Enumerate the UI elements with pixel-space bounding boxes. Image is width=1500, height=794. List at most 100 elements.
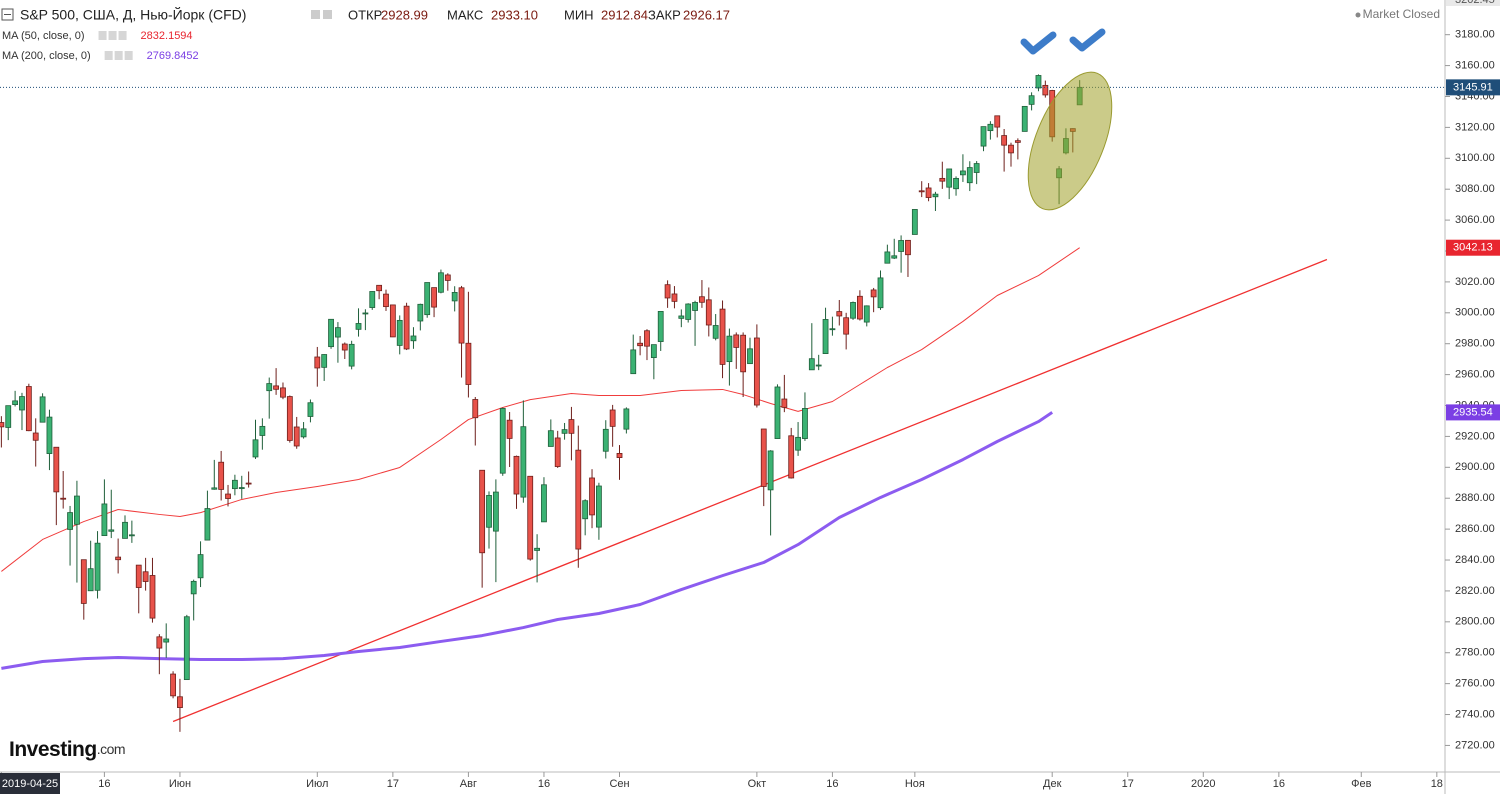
candle-body	[575, 449, 582, 550]
candle-body	[197, 554, 204, 579]
y-tick-label: 3120.00	[1455, 121, 1495, 133]
candle-body	[767, 450, 774, 491]
candle-body	[719, 308, 726, 365]
candle-body	[183, 616, 190, 681]
status-dot	[1355, 12, 1361, 18]
y-tick-label: 2720.00	[1455, 739, 1495, 751]
ma-price-label: 2935.54	[1453, 406, 1493, 418]
x-tick-label: Сен	[609, 778, 629, 790]
candle-body	[554, 437, 561, 467]
candle-body	[966, 167, 973, 184]
candle-body	[369, 291, 376, 308]
candle-body	[492, 491, 499, 532]
candle-body	[774, 386, 781, 439]
candle-body	[410, 335, 417, 342]
candle-body	[1035, 75, 1042, 89]
candle-body	[314, 356, 321, 369]
x-tick-label: 16	[98, 778, 110, 790]
ma-settings-icon	[124, 51, 133, 60]
candle-body	[616, 453, 623, 458]
candle-body	[960, 170, 966, 176]
candle-body	[211, 487, 218, 490]
ohlc-value: 2933.10	[491, 7, 538, 22]
candle-body	[843, 317, 850, 335]
ma-name: MA (50, close, 0)	[2, 30, 85, 42]
candle-body	[637, 342, 644, 347]
candle-body	[705, 299, 712, 326]
candle-body	[987, 123, 994, 132]
candle-body	[300, 428, 307, 438]
candle-body	[245, 482, 252, 485]
candle-body	[218, 461, 225, 490]
candle-body	[94, 542, 101, 591]
candle-body	[499, 408, 506, 474]
candle-body	[561, 429, 568, 434]
settings-icon[interactable]	[311, 10, 320, 19]
candle-body	[60, 497, 67, 500]
candle-body	[506, 419, 513, 439]
candle-body	[898, 240, 905, 252]
candle-body	[747, 348, 753, 365]
candle-body	[32, 432, 39, 441]
candle-body	[403, 305, 410, 350]
x-tick-label: Ноя	[905, 778, 925, 790]
x-tick-label: Окт	[748, 778, 767, 790]
candle-body	[671, 293, 678, 302]
candle-body	[451, 292, 458, 302]
candle-body	[1021, 105, 1028, 132]
candle-body	[142, 571, 149, 582]
y-tick-label: 2820.00	[1455, 585, 1495, 597]
candle-body	[911, 209, 918, 235]
candle-body	[321, 354, 328, 368]
candle-body	[925, 187, 932, 198]
settings-icon[interactable]	[323, 10, 332, 19]
candle-body	[1001, 135, 1008, 146]
candle-body	[541, 484, 547, 523]
candle-body	[115, 556, 122, 561]
highlight-ellipse	[1027, 71, 1113, 211]
y-tick-label: 2920.00	[1455, 430, 1495, 442]
candle-body	[795, 436, 801, 451]
candle-body	[589, 477, 595, 516]
chart-title: S&P 500, США, Д, Нью-Йорк (CFD)	[20, 6, 246, 23]
ohlc-name: ЗАКР	[648, 7, 681, 22]
candle-body	[266, 383, 273, 392]
candle-body	[753, 337, 760, 406]
x-tick-label: 16	[1273, 778, 1285, 790]
candle-body	[486, 495, 492, 528]
candle-body	[685, 303, 692, 320]
candle-body	[458, 287, 465, 344]
ohlc-value: 2926.17	[683, 7, 730, 22]
check-mark	[1020, 31, 1057, 55]
candle-body	[733, 334, 740, 348]
y-tick-label: 3060.00	[1455, 214, 1495, 226]
moving-average-line	[1, 411, 1054, 670]
x-tick-label: 18	[1431, 778, 1443, 790]
logo-suffix: .com	[97, 741, 125, 757]
ohlc-value: 2912.84	[601, 7, 648, 22]
collapse-icon[interactable]	[1, 8, 14, 21]
x-tick-label: Июн	[169, 778, 191, 790]
candle-body	[808, 358, 815, 371]
y-tick-label: 3080.00	[1455, 183, 1495, 195]
plot-area	[0, 74, 1445, 732]
candle-body	[280, 387, 286, 398]
candle-body	[815, 364, 822, 367]
candle-body	[389, 304, 396, 338]
x-tick-label: 16	[538, 778, 550, 790]
top-price-box	[1446, 0, 1500, 6]
candle-body	[170, 673, 176, 697]
candle-body	[417, 303, 424, 322]
candle-body	[355, 323, 362, 330]
candle-body	[609, 409, 616, 427]
candle-body	[870, 289, 877, 298]
y-tick-label: 3100.00	[1455, 152, 1495, 164]
candle-body	[582, 500, 589, 520]
candle-body	[863, 305, 870, 323]
candle-body	[80, 559, 87, 604]
candle-body	[781, 398, 788, 408]
candle-body	[204, 508, 211, 541]
candle-body	[932, 193, 939, 198]
x-tick-label: 16	[826, 778, 838, 790]
candle-body	[122, 521, 128, 539]
